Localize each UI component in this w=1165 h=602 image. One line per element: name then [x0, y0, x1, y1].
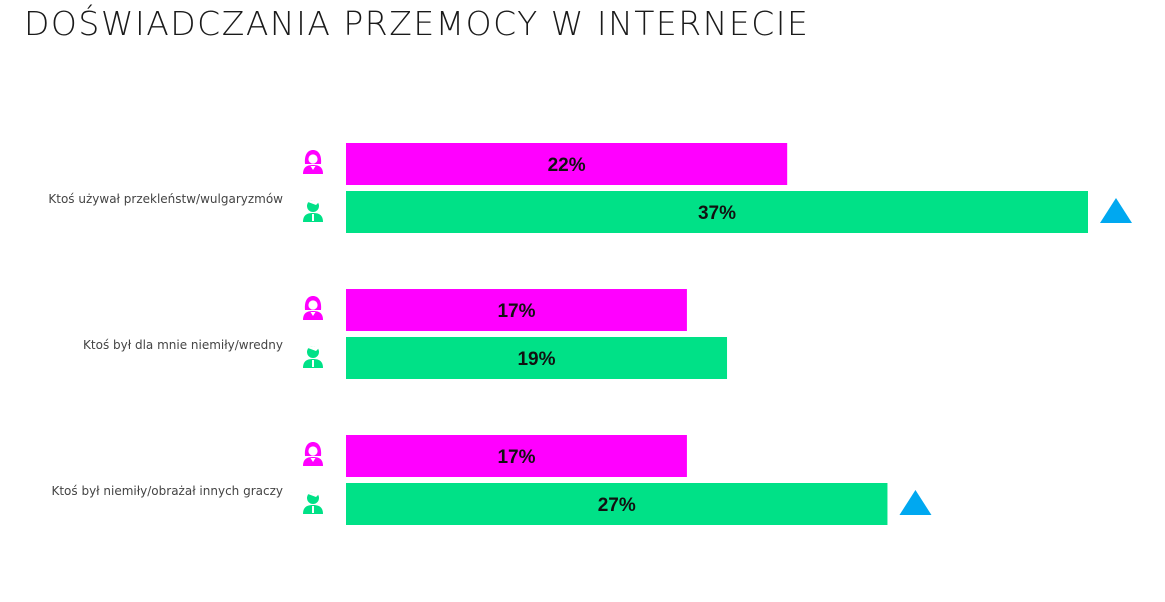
triangle-up-icon — [1100, 198, 1132, 223]
bar — [346, 289, 687, 331]
bar — [346, 337, 728, 379]
bar — [346, 483, 888, 525]
male-person-icon — [303, 492, 323, 514]
bar-value-label: 17% — [497, 447, 535, 468]
bar-value-label: 22% — [548, 155, 586, 176]
bar-value-label: 19% — [517, 349, 555, 370]
bar — [346, 143, 788, 185]
male-person-icon — [303, 346, 323, 368]
triangle-up-icon — [899, 490, 932, 515]
page-title: DOŚWIADCZANIA PRZEMOCY W INTERNECIE — [24, 4, 810, 43]
bar-value-label: 17% — [497, 301, 535, 322]
female-person-icon — [303, 150, 323, 174]
bar-value-label: 37% — [698, 203, 736, 224]
category-label: Ktoś był dla mnie niemiły/wredny — [83, 338, 283, 352]
bar — [346, 435, 687, 477]
male-person-icon — [303, 200, 323, 222]
bar — [346, 191, 1088, 233]
bar-value-label: 27% — [598, 495, 636, 516]
category-label: Ktoś był niemiły/obrażał innych graczy — [51, 484, 283, 498]
category-label: Ktoś używał przekleństw/wulgaryzmów — [48, 192, 283, 206]
female-person-icon — [303, 296, 323, 320]
female-person-icon — [303, 442, 323, 466]
